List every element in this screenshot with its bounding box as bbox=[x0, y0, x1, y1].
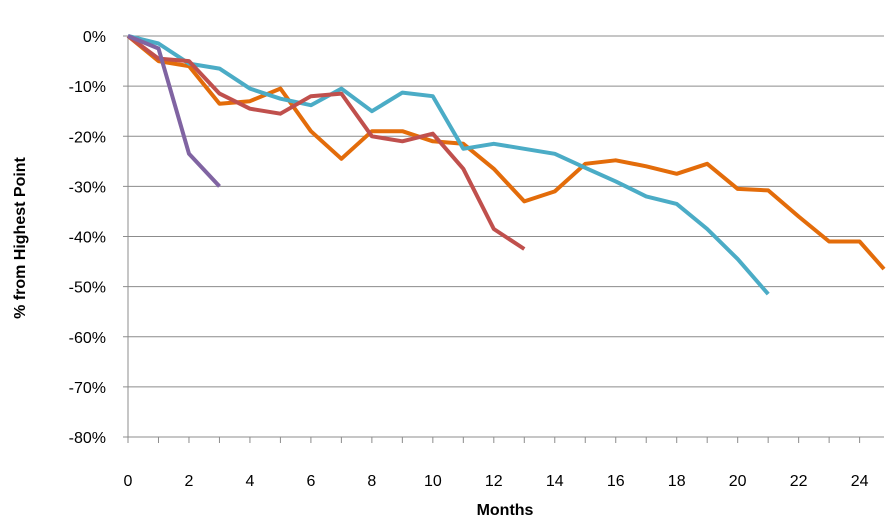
data-series bbox=[126, 34, 886, 296]
x-tick-label: 12 bbox=[485, 473, 503, 490]
y-tick-label: -20% bbox=[69, 129, 106, 146]
series-line-3 bbox=[126, 34, 526, 251]
x-tick-label: 10 bbox=[424, 473, 442, 490]
x-tick-label: 2 bbox=[185, 473, 194, 490]
x-tick-label: 16 bbox=[607, 473, 625, 490]
y-tick-label: 0% bbox=[83, 29, 106, 46]
x-axis-title: Months bbox=[477, 502, 534, 519]
x-tick-label: 22 bbox=[790, 473, 808, 490]
y-tick-label: -30% bbox=[69, 179, 106, 196]
y-axis-title: % from Highest Point bbox=[12, 156, 29, 318]
series-line-4 bbox=[127, 34, 221, 188]
y-tick-label: -10% bbox=[69, 79, 106, 96]
x-tick-label: 0 bbox=[124, 473, 133, 490]
x-tick-label: 4 bbox=[245, 473, 254, 490]
y-tick-label: -60% bbox=[69, 330, 106, 347]
x-tick-label: 20 bbox=[729, 473, 747, 490]
x-tick-label: 8 bbox=[367, 473, 376, 490]
x-tick-label: 18 bbox=[668, 473, 686, 490]
y-tick-label: -40% bbox=[69, 230, 106, 247]
series-line-2 bbox=[127, 34, 770, 296]
y-tick-label: -50% bbox=[69, 280, 106, 297]
gridlines bbox=[128, 35, 884, 388]
y-tick-label: -70% bbox=[69, 380, 106, 397]
series-line-1 bbox=[126, 34, 886, 271]
x-tick-label: 14 bbox=[546, 473, 564, 490]
x-tick-label: 6 bbox=[306, 473, 315, 490]
axes bbox=[123, 35, 884, 443]
x-tick-label: 24 bbox=[851, 473, 869, 490]
tick-labels: 0%-10%-20%-30%-40%-50%-60%-70%-80%0 2 4 6 8 1… bbox=[69, 29, 869, 490]
y-tick-label: -80% bbox=[69, 430, 106, 447]
